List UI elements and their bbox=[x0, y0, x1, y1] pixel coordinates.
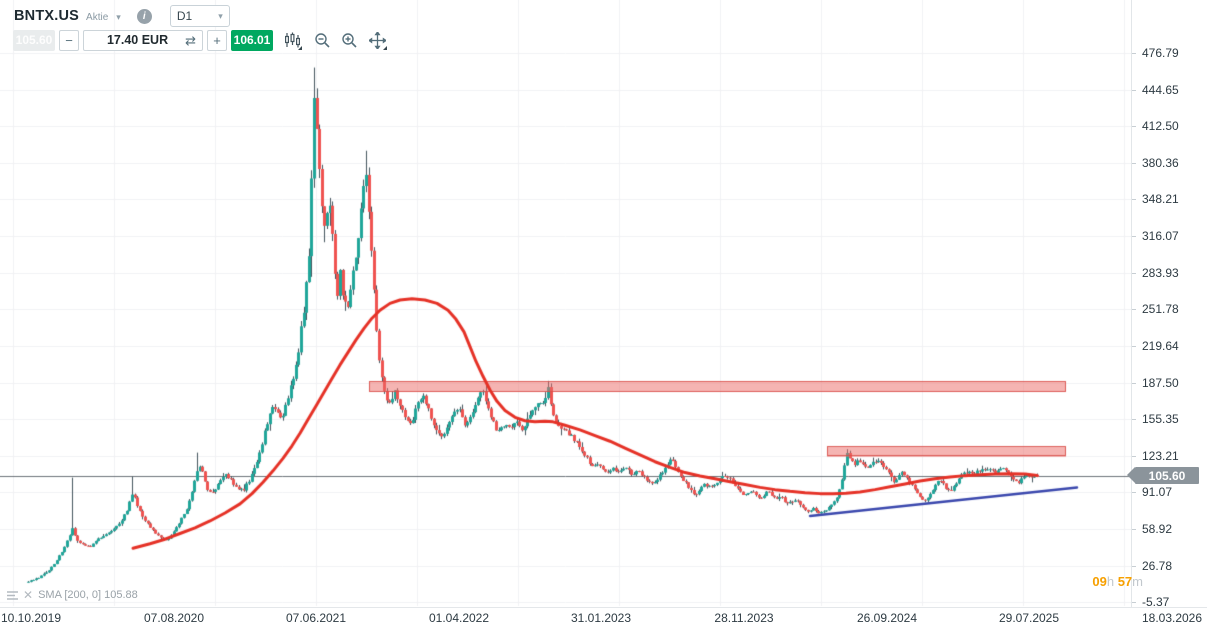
dropdown-corner-icon bbox=[298, 46, 302, 50]
increase-button[interactable]: + bbox=[207, 29, 227, 51]
axis-tick bbox=[1132, 492, 1136, 494]
countdown-minutes: 57 bbox=[1117, 574, 1133, 589]
axis-tick bbox=[1132, 53, 1136, 54]
current-price-tag: 105.60 bbox=[1127, 467, 1199, 484]
price-axis-label: 283.93 bbox=[1142, 265, 1179, 280]
price-axis-label: 187.50 bbox=[1142, 375, 1179, 390]
date-axis-label: 31.01.2023 bbox=[570, 611, 632, 625]
axis-tick bbox=[1132, 162, 1136, 164]
axis-tick bbox=[1132, 565, 1136, 567]
date-axis[interactable]: 10.10.2019 07.08.2020 07.06.2021 01.04.2022… bbox=[0, 607, 1207, 627]
zoom-in-icon[interactable] bbox=[340, 31, 358, 49]
countdown-h-label: h bbox=[1106, 574, 1115, 589]
date-axis-label: 29.07.2025 bbox=[998, 611, 1060, 625]
axis-tick bbox=[1132, 455, 1136, 457]
volume-spread-field[interactable]: 17.40 EUR ⇄ bbox=[83, 29, 203, 51]
axis-tick bbox=[1132, 602, 1136, 604]
chevron-down-icon[interactable]: ▾ bbox=[116, 11, 121, 22]
session-countdown: 09h 57m bbox=[1092, 574, 1143, 589]
countdown-hours: 09 bbox=[1092, 574, 1107, 589]
axis-tick bbox=[1132, 199, 1136, 201]
date-axis-label: 28.11.2023 bbox=[714, 611, 774, 625]
instrument-type-label: Aktie bbox=[86, 11, 109, 23]
spread-unit: EUR bbox=[141, 33, 169, 47]
symbol-title: BNTX.US bbox=[14, 8, 80, 24]
decrease-button[interactable]: − bbox=[59, 29, 79, 51]
pan-move-icon[interactable] bbox=[368, 31, 387, 50]
axis-tick bbox=[1132, 89, 1136, 91]
axis-tick bbox=[1132, 382, 1136, 384]
date-axis-label: 07.06.2021 bbox=[285, 611, 347, 625]
axis-tick bbox=[1132, 272, 1136, 274]
date-axis-label: 18.03.2026 bbox=[1141, 611, 1203, 625]
axis-tick bbox=[1132, 345, 1136, 347]
buy-price-button[interactable]: 106.01 bbox=[231, 29, 273, 51]
price-axis-label: 26.78 bbox=[1142, 558, 1173, 573]
order-toolbar: 105.60 − 17.40 EUR ⇄ + 106.01 bbox=[13, 29, 387, 51]
price-axis-label: 348.21 bbox=[1142, 192, 1179, 207]
price-axis[interactable]: 476.79 444.65 412.50 380.36 348.21 316.07 283.… bbox=[1131, 0, 1207, 609]
date-axis-label: 01.04.2022 bbox=[428, 611, 490, 625]
price-axis-label: 412.50 bbox=[1142, 119, 1179, 134]
axis-tick bbox=[1132, 126, 1136, 128]
timeframe-value: D1 bbox=[176, 9, 193, 23]
zoom-out-icon[interactable] bbox=[313, 31, 331, 49]
sma-legend-text: SMA [200, 0] 105.88 bbox=[38, 589, 138, 601]
refresh-swap-icon[interactable]: ⇄ bbox=[185, 32, 196, 48]
candlestick-chart-icon[interactable] bbox=[283, 31, 302, 50]
countdown-m-label: m bbox=[1132, 574, 1143, 589]
price-axis-label: 380.36 bbox=[1142, 155, 1179, 170]
axis-tick bbox=[1132, 309, 1136, 311]
indicator-settings-icon[interactable] bbox=[6, 590, 19, 601]
spread-value: 17.40 EUR bbox=[106, 33, 169, 47]
date-axis-label: 07.08.2020 bbox=[143, 611, 205, 625]
sell-price-button[interactable]: 105.60 bbox=[13, 29, 55, 51]
price-axis-label: 251.78 bbox=[1142, 302, 1179, 317]
dropdown-corner-icon bbox=[383, 46, 387, 50]
date-axis-label: 26.09.2024 bbox=[856, 611, 918, 625]
price-axis-label: 155.35 bbox=[1142, 412, 1179, 427]
date-axis-label: 10.10.2019 bbox=[0, 611, 62, 625]
chart-canvas[interactable] bbox=[0, 0, 1131, 609]
price-axis-label: 123.21 bbox=[1142, 448, 1179, 463]
price-axis-label: 219.64 bbox=[1142, 338, 1179, 353]
instrument-header: BNTX.US Aktie ▾ i D1 ▾ bbox=[14, 5, 230, 27]
axis-tick bbox=[1132, 529, 1136, 531]
price-axis-label: -5.37 bbox=[1142, 595, 1170, 610]
price-axis-label: 58.92 bbox=[1142, 522, 1173, 537]
price-axis-label: 444.65 bbox=[1142, 82, 1179, 97]
axis-tick bbox=[1132, 236, 1136, 238]
remove-indicator-icon[interactable]: ✕ bbox=[23, 588, 34, 602]
sma-indicator-legend: ✕ SMA [200, 0] 105.88 bbox=[6, 589, 138, 601]
chevron-down-icon: ▾ bbox=[218, 10, 223, 21]
price-axis-label: 476.79 bbox=[1142, 46, 1179, 60]
price-axis-label: 316.07 bbox=[1142, 229, 1179, 244]
axis-tick bbox=[1132, 419, 1136, 421]
price-axis-label: 91.07 bbox=[1142, 485, 1173, 500]
timeframe-select[interactable]: D1 ▾ bbox=[169, 5, 230, 27]
info-icon[interactable]: i bbox=[136, 8, 152, 24]
